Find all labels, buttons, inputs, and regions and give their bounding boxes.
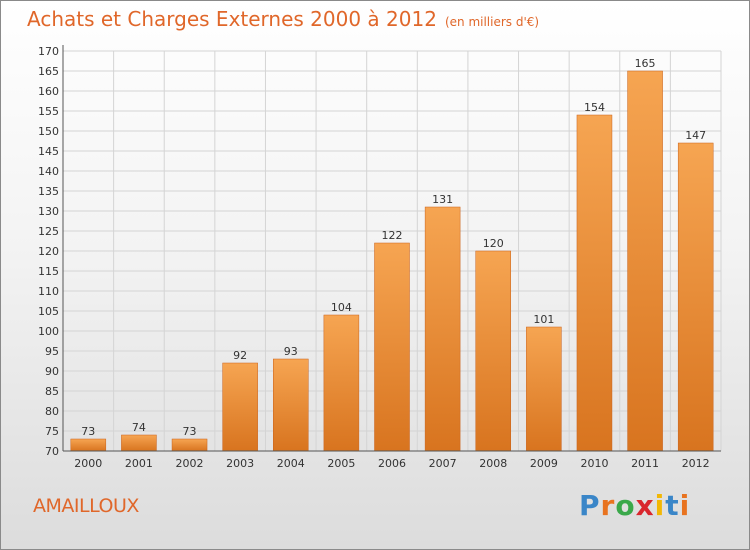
bar xyxy=(121,434,157,452)
bar xyxy=(576,114,613,452)
y-tick-label: 105 xyxy=(38,305,59,318)
y-tick-label: 155 xyxy=(38,105,59,118)
y-tick-label: 170 xyxy=(38,45,59,58)
x-tick-label: 2008 xyxy=(479,457,507,470)
bar-value-label: 131 xyxy=(432,193,453,206)
title-text: Achats et Charges Externes 2000 à 2012 xyxy=(27,7,437,31)
bar-value-label: 92 xyxy=(233,349,247,362)
bar-value-label: 120 xyxy=(483,237,504,250)
bars xyxy=(70,70,714,452)
y-tick-label: 125 xyxy=(38,225,59,238)
x-tick-label: 2009 xyxy=(530,457,558,470)
x-tick-label: 2001 xyxy=(125,457,153,470)
y-tick-label: 75 xyxy=(45,425,59,438)
bar-value-label: 154 xyxy=(584,101,605,114)
bar xyxy=(273,358,309,452)
x-tick-label: 2011 xyxy=(631,457,659,470)
bar-value-label: 93 xyxy=(284,345,298,358)
logo-letter: r xyxy=(600,489,616,522)
x-tick-label: 2006 xyxy=(378,457,406,470)
bar-value-label: 73 xyxy=(81,425,95,438)
y-tick-label: 150 xyxy=(38,125,59,138)
y-tick-label: 165 xyxy=(38,65,59,78)
y-tick-label: 130 xyxy=(38,205,59,218)
logo-letter: P xyxy=(579,489,601,522)
bar-value-label: 147 xyxy=(685,129,706,142)
bar xyxy=(374,242,410,452)
chart-title: Achats et Charges Externes 2000 à 2012 (e… xyxy=(27,7,539,31)
commune-name: AMAILLOUX xyxy=(33,495,139,517)
x-tick-label: 2002 xyxy=(176,457,204,470)
bar xyxy=(222,362,258,452)
logo-letter: x xyxy=(635,489,655,522)
bar-value-label: 101 xyxy=(533,313,554,326)
bar xyxy=(526,326,562,452)
bar-value-label: 74 xyxy=(132,421,146,434)
bar-value-label: 73 xyxy=(183,425,197,438)
bar-value-label: 122 xyxy=(382,229,403,242)
logo-letter: i xyxy=(654,489,666,522)
y-tick-label: 135 xyxy=(38,185,59,198)
y-tick-label: 115 xyxy=(38,265,59,278)
x-tick-label: 2004 xyxy=(277,457,305,470)
bar xyxy=(70,438,107,452)
x-tick-label: 2005 xyxy=(327,457,355,470)
bar xyxy=(424,206,461,452)
y-tick-label: 145 xyxy=(38,145,59,158)
y-tick-label: 140 xyxy=(38,165,59,178)
y-tick-label: 110 xyxy=(38,285,59,298)
y-tick-label: 100 xyxy=(38,325,59,338)
bar xyxy=(475,250,511,452)
axes: 70 75 80 85 90 95 100 105 110 115 120 125 130 135 140 1… xyxy=(38,45,721,470)
title-unit: (en milliers d'€) xyxy=(444,15,540,29)
logo-letter: i xyxy=(679,489,691,522)
y-tick-label: 80 xyxy=(45,405,59,418)
y-tick-label: 160 xyxy=(38,85,59,98)
x-tick-label: 2010 xyxy=(580,457,608,470)
bar xyxy=(677,142,714,452)
x-tick-label: 2012 xyxy=(682,457,710,470)
proxiti-logo: Proxiti xyxy=(579,489,690,522)
bar xyxy=(323,314,360,452)
bar xyxy=(627,70,663,452)
logo-letter: o xyxy=(615,489,636,522)
logo-letter: t xyxy=(665,489,680,522)
y-tick-label: 90 xyxy=(45,365,59,378)
y-tick-label: 70 xyxy=(45,445,59,458)
x-tick-label: 2007 xyxy=(429,457,457,470)
y-tick-label: 120 xyxy=(38,245,59,258)
x-tick-label: 2003 xyxy=(226,457,254,470)
y-tick-label: 85 xyxy=(45,385,59,398)
bar xyxy=(171,438,208,452)
bar-value-label: 104 xyxy=(331,301,352,314)
bar-value-label: 165 xyxy=(635,57,656,70)
y-tick-label: 95 xyxy=(45,345,59,358)
x-tick-label: 2000 xyxy=(74,457,102,470)
